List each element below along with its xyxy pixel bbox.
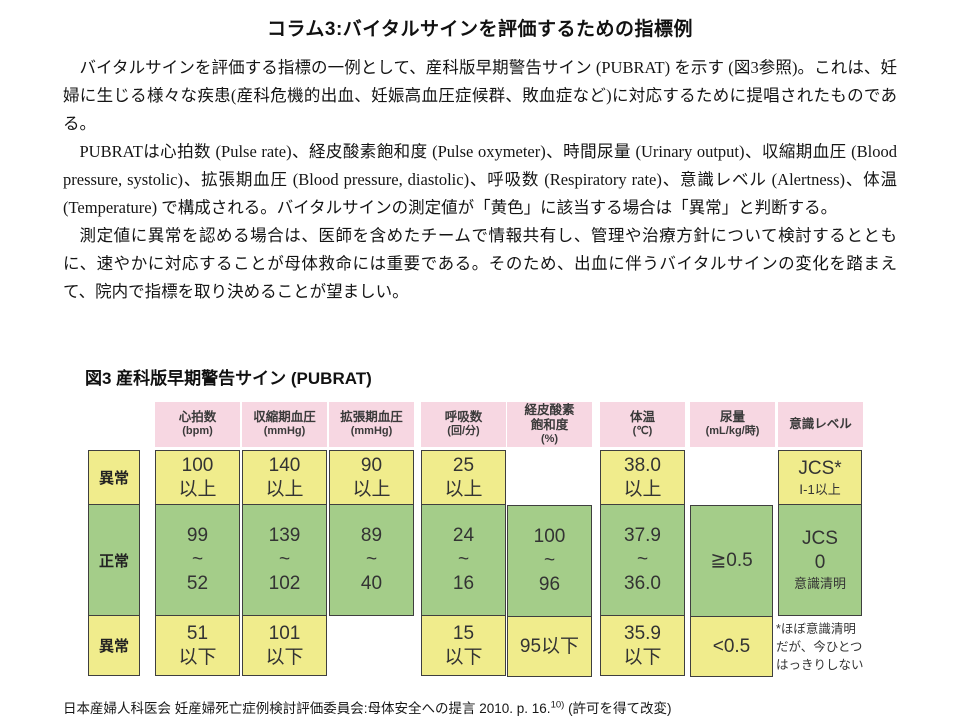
paragraph-2: PUBRATは心拍数 (Pulse rate)、経皮酸素飽和度 (Pulse o… [63,142,897,217]
header-unit: (bpm) [182,425,213,438]
paragraph-1: バイタルサインを評価する指標の一例として、産科版早期警告サイン (PUBRAT)… [63,58,897,133]
respiratory-rate-abnormal-high-cell: 25 以上 [421,450,506,505]
column-alertness: JCS* Ⅰ-1以上 JCS 0 意識清明 [778,450,862,616]
column-temperature: 38.0 以上 37.9 ~ 36.0 35.9 以下 [600,450,685,676]
pulse-rate-abnormal-low-cell: 51 以下 [155,615,240,676]
page-title: コラム3:バイタルサインを評価するための指標例 [266,19,694,40]
pulse-rate-normal-cell: 99 ~ 52 [155,504,240,616]
pulse-rate-abnormal-high-cell: 100 以上 [155,450,240,505]
header-unit: (%) [540,432,559,445]
respiratory-rate-abnormal-low-cell: 15 以下 [421,615,506,676]
temperature-abnormal-high-cell: 38.0 以上 [600,450,685,505]
systolic-bp-normal-cell: 139 ~ 102 [242,504,327,616]
header-unit: (回/分) [447,425,480,438]
cell-value: 99 ~ 52 [186,525,209,594]
cell-subtext: Ⅰ-1以上 [799,481,841,497]
row-labels: 異常 正常 異常 [88,450,140,676]
cell-value: 100 以上 [178,454,217,500]
row-label-abnormal-high: 異常 [88,450,140,505]
header-systolic-bp: 収縮期血圧 (mmHg) [242,402,327,447]
respiratory-rate-normal-cell: 24 ~ 16 [421,504,506,616]
cell-value: <0.5 [712,635,751,657]
header-diastolic-bp: 拡張期血圧 (mmHg) [329,402,414,447]
header-title: 経皮酸素 飽和度 [524,402,575,432]
citation-reference-number: 10) [550,699,565,711]
citation-text: 日本産婦人科医会 妊産婦死亡症例検討評価委員会:母体安全への提言 2010. p… [63,701,551,716]
header-title: 体温 [629,410,655,425]
column-diastolic-bp: 90 以上 89 ~ 40 [329,450,414,616]
header-pulse-rate: 心拍数 (bpm) [155,402,240,447]
cell-value: 24 ~ 16 [452,525,475,594]
cell-value: 25 以上 [444,454,483,500]
header-alertness: 意識レベル [778,402,863,447]
header-title: 心拍数 [178,410,217,425]
row-label-normal: 正常 [88,504,140,616]
urinary-output-empty-cell [690,450,773,505]
alertness-normal-cell: JCS 0 意識清明 [778,504,862,616]
cell-value: 37.9 ~ 36.0 [624,525,661,594]
urinary-output-normal-cell: ≧0.5 [690,505,773,617]
body-text: バイタルサインを評価する指標の一例として、産科版早期警告サイン (PUBRAT)… [63,54,897,306]
cell-value: JCS* [798,457,842,479]
pubrat-table: 心拍数 (bpm) 収縮期血圧 (mmHg) 拡張期血圧 (mmHg) 呼吸数 … [0,402,960,687]
header-unit: (mL/kg/時) [705,425,760,438]
header-spo2: 経皮酸素 飽和度 (%) [507,402,592,447]
header-title: 拡張期血圧 [340,410,403,425]
alertness-abnormal-cell: JCS* Ⅰ-1以上 [778,450,862,505]
column-systolic-bp: 140 以上 139 ~ 102 101 以下 [242,450,327,676]
temperature-normal-cell: 37.9 ~ 36.0 [600,504,685,616]
column-spo2: 100 ~ 96 95以下 [507,450,592,677]
diastolic-bp-normal-cell: 89 ~ 40 [329,504,414,616]
spo2-normal-cell: 100 ~ 96 [507,505,592,617]
alertness-footnote: *ほぼ意識清明 だが、今ひとつ はっきりしない [776,622,864,673]
column-pulse-rate: 100 以上 99 ~ 52 51 以下 [155,450,240,676]
header-temperature: 体温 (℃) [600,402,685,447]
citation-note: (許可を得て改変) [568,701,672,716]
header-title: 呼吸数 [444,410,483,425]
spo2-empty-cell [507,450,592,505]
header-title: 尿量 [719,410,745,425]
cell-value: 101 以下 [265,622,304,668]
header-respiratory-rate: 呼吸数 (回/分) [421,402,506,447]
cell-value: 95以下 [519,635,580,657]
cell-value: 51 以下 [178,622,217,668]
header-urinary-output: 尿量 (mL/kg/時) [690,402,775,447]
row-label-abnormal-low: 異常 [88,615,140,676]
paragraph-3: 測定値に異常を認める場合は、医師を含めたチームで情報共有し、管理や治療方針につい… [63,226,897,301]
header-unit: (mmHg) [350,425,393,438]
cell-value: ≧0.5 [710,550,753,572]
cell-value: 35.9 以下 [623,622,662,668]
header-unit: (℃) [632,425,653,438]
figure-caption: 図3 産科版早期警告サイン (PUBRAT) [85,369,372,388]
cell-value: 38.0 以上 [623,454,662,500]
column-respiratory-rate: 25 以上 24 ~ 16 15 以下 [421,450,506,676]
systolic-bp-abnormal-low-cell: 101 以下 [242,615,327,676]
header-unit: (mmHg) [263,425,306,438]
header-title: 意識レベル [789,417,852,431]
temperature-abnormal-low-cell: 35.9 以下 [600,615,685,676]
cell-value: 139 ~ 102 [268,525,301,594]
cell-value: 89 ~ 40 [360,525,383,594]
spo2-abnormal-low-cell: 95以下 [507,616,592,677]
cell-value: 100 ~ 96 [533,526,566,595]
cell-value: 140 以上 [265,454,304,500]
cell-value: 90 以上 [352,454,391,500]
cell-subtext: 意識清明 [793,575,846,591]
cell-value: 15 以下 [444,622,483,668]
citation: 日本産婦人科医会 妊産婦死亡症例検討評価委員会:母体安全への提言 2010. p… [63,697,672,717]
urinary-output-abnormal-low-cell: <0.5 [690,616,773,677]
column-urinary-output: ≧0.5 <0.5 [690,450,773,677]
diastolic-bp-abnormal-high-cell: 90 以上 [329,450,414,505]
cell-value: JCS 0 [802,528,838,574]
systolic-bp-abnormal-high-cell: 140 以上 [242,450,327,505]
header-title: 収縮期血圧 [253,410,316,425]
